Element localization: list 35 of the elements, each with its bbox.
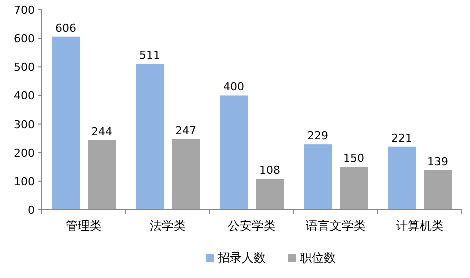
y-tick-label: 700 [14,4,35,17]
x-tick-label: 语言文学类 [306,219,366,233]
bar [304,144,332,210]
y-tick-label: 300 [14,118,35,132]
y-tick-label: 500 [14,61,35,74]
data-label: 606 [56,22,76,35]
data-label: 400 [224,80,244,94]
bar [52,36,80,210]
data-label: 221 [392,132,412,145]
legend-label: 职位数 [300,251,336,265]
bar [136,64,164,210]
data-label: 139 [428,155,448,168]
bar [172,139,200,210]
y-tick-label: 200 [14,146,35,160]
bar [424,170,452,210]
y-tick-label: 0 [28,204,35,217]
data-label: 150 [344,152,364,166]
legend-label: 招录人数 [217,251,266,265]
data-label: 511 [140,49,160,62]
bar [220,96,248,210]
x-tick-label: 管理类 [66,219,102,233]
data-label: 247 [176,124,196,138]
bar [256,179,284,210]
data-label: 108 [260,164,280,178]
data-label: 229 [308,130,328,143]
x-tick-label: 公安学类 [228,219,276,233]
data-label: 244 [92,125,112,138]
y-tick-label: 400 [14,90,35,103]
y-tick-label: 600 [14,32,35,46]
y-tick-label: 100 [14,175,35,188]
bar [88,140,116,210]
x-tick-label: 法学类 [150,219,186,233]
bar [340,167,368,210]
x-tick-label: 计算机类 [396,219,444,233]
bar [388,146,416,210]
